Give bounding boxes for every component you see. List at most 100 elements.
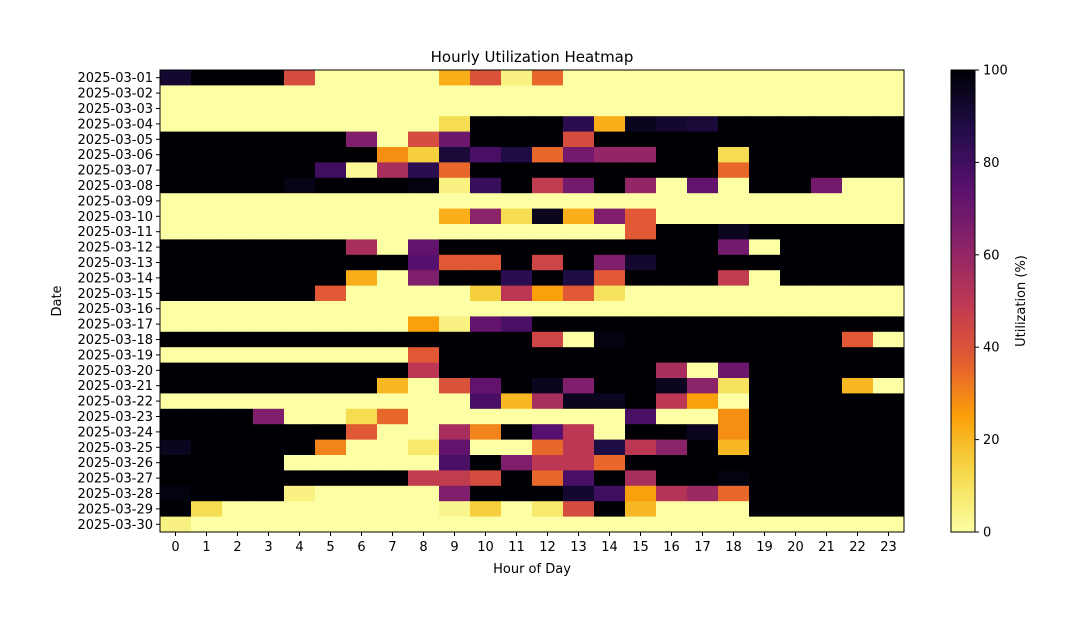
heatmap-cell xyxy=(780,177,812,194)
heatmap-cell xyxy=(873,100,905,117)
heatmap-cell xyxy=(501,347,533,363)
heatmap-cell xyxy=(470,485,502,502)
heatmap-cell xyxy=(563,208,595,225)
heatmap-cell xyxy=(687,131,719,148)
heatmap-cell xyxy=(346,85,378,102)
heatmap-cell xyxy=(191,393,223,410)
heatmap-cell xyxy=(811,85,843,102)
heatmap-cell xyxy=(377,116,409,132)
heatmap-cell xyxy=(532,285,564,302)
heatmap-cell xyxy=(315,485,347,502)
heatmap-cell xyxy=(873,408,905,425)
heatmap-cell xyxy=(408,270,440,286)
heatmap-cell xyxy=(346,177,378,194)
heatmap-cell xyxy=(346,147,378,163)
heatmap-cell xyxy=(346,393,378,410)
heatmap-cell xyxy=(222,408,254,425)
heatmap-cell xyxy=(160,301,192,317)
heatmap-cell xyxy=(842,331,874,348)
heatmap-cell xyxy=(625,208,657,225)
heatmap-cell xyxy=(284,224,316,240)
x-tick-label: 17 xyxy=(694,540,711,555)
heatmap-cell xyxy=(315,424,347,440)
heatmap-cell xyxy=(842,301,874,317)
y-tick-label: 2025-03-24 xyxy=(77,425,153,440)
heatmap-cell xyxy=(470,116,502,132)
heatmap-cell xyxy=(315,455,347,471)
heatmap-cell xyxy=(284,501,316,517)
heatmap-cell xyxy=(160,362,192,379)
heatmap-cell xyxy=(780,331,812,348)
heatmap-cell xyxy=(377,193,409,209)
heatmap-cell xyxy=(470,347,502,363)
heatmap-cell xyxy=(346,316,378,333)
y-tick-label: 2025-03-20 xyxy=(77,364,153,379)
heatmap-cell xyxy=(687,501,719,517)
heatmap-cell xyxy=(625,116,657,132)
heatmap-cell xyxy=(315,162,347,179)
heatmap-cell xyxy=(253,362,285,379)
heatmap-cell xyxy=(284,331,316,348)
heatmap-cell xyxy=(780,162,812,179)
heatmap-cell xyxy=(749,501,781,517)
heatmap-cell xyxy=(439,485,471,502)
heatmap-cell xyxy=(532,85,564,102)
heatmap-cell xyxy=(439,224,471,240)
y-tick-label: 2025-03-13 xyxy=(77,256,153,271)
heatmap-cell xyxy=(346,485,378,502)
heatmap-cell xyxy=(501,316,533,333)
heatmap-cell xyxy=(749,439,781,456)
heatmap-cell xyxy=(780,516,812,533)
heatmap-cell xyxy=(563,70,595,86)
heatmap-cell xyxy=(718,516,750,533)
heatmap-cell xyxy=(315,147,347,163)
heatmap-cell xyxy=(687,177,719,194)
heatmap-cell xyxy=(315,408,347,425)
heatmap-cell xyxy=(718,362,750,379)
heatmap-cell xyxy=(191,347,223,363)
heatmap-cell xyxy=(377,516,409,533)
heatmap-cell xyxy=(470,147,502,163)
y-tick-label: 2025-03-03 xyxy=(77,102,153,117)
heatmap-cell xyxy=(687,285,719,302)
heatmap-cell xyxy=(315,378,347,394)
heatmap-cell xyxy=(687,424,719,440)
heatmap-cell xyxy=(284,254,316,271)
heatmap-cell xyxy=(718,147,750,163)
heatmap-cell xyxy=(408,70,440,86)
heatmap-cell xyxy=(625,378,657,394)
heatmap-cell xyxy=(470,331,502,348)
heatmap-cell xyxy=(439,254,471,271)
heatmap-cell xyxy=(439,331,471,348)
heatmap-cell xyxy=(749,378,781,394)
x-tick-label: 6 xyxy=(357,540,365,555)
heatmap-cell xyxy=(625,470,657,487)
heatmap-cell xyxy=(470,408,502,425)
heatmap-cell xyxy=(594,254,626,271)
heatmap-cell xyxy=(780,347,812,363)
heatmap-cell xyxy=(873,270,905,286)
heatmap-cell xyxy=(718,208,750,225)
heatmap-cell xyxy=(253,85,285,102)
heatmap-cell xyxy=(346,301,378,317)
heatmap-cell xyxy=(284,485,316,502)
heatmap-cell xyxy=(873,455,905,471)
heatmap-cell xyxy=(160,116,192,132)
heatmap-cell xyxy=(749,162,781,179)
heatmap-cell xyxy=(346,470,378,487)
heatmap-cell xyxy=(191,224,223,240)
heatmap-cell xyxy=(842,147,874,163)
heatmap-cell xyxy=(625,270,657,286)
heatmap-cell xyxy=(563,177,595,194)
heatmap-cell xyxy=(780,270,812,286)
heatmap-cell xyxy=(501,239,533,256)
heatmap-cell xyxy=(315,177,347,194)
heatmap-cell xyxy=(718,70,750,86)
heatmap-cell xyxy=(594,439,626,456)
heatmap-cell xyxy=(377,347,409,363)
heatmap-cell xyxy=(346,378,378,394)
heatmap-cell xyxy=(346,439,378,456)
heatmap-cell xyxy=(811,239,843,256)
heatmap-cell xyxy=(315,331,347,348)
heatmap-cell xyxy=(439,193,471,209)
